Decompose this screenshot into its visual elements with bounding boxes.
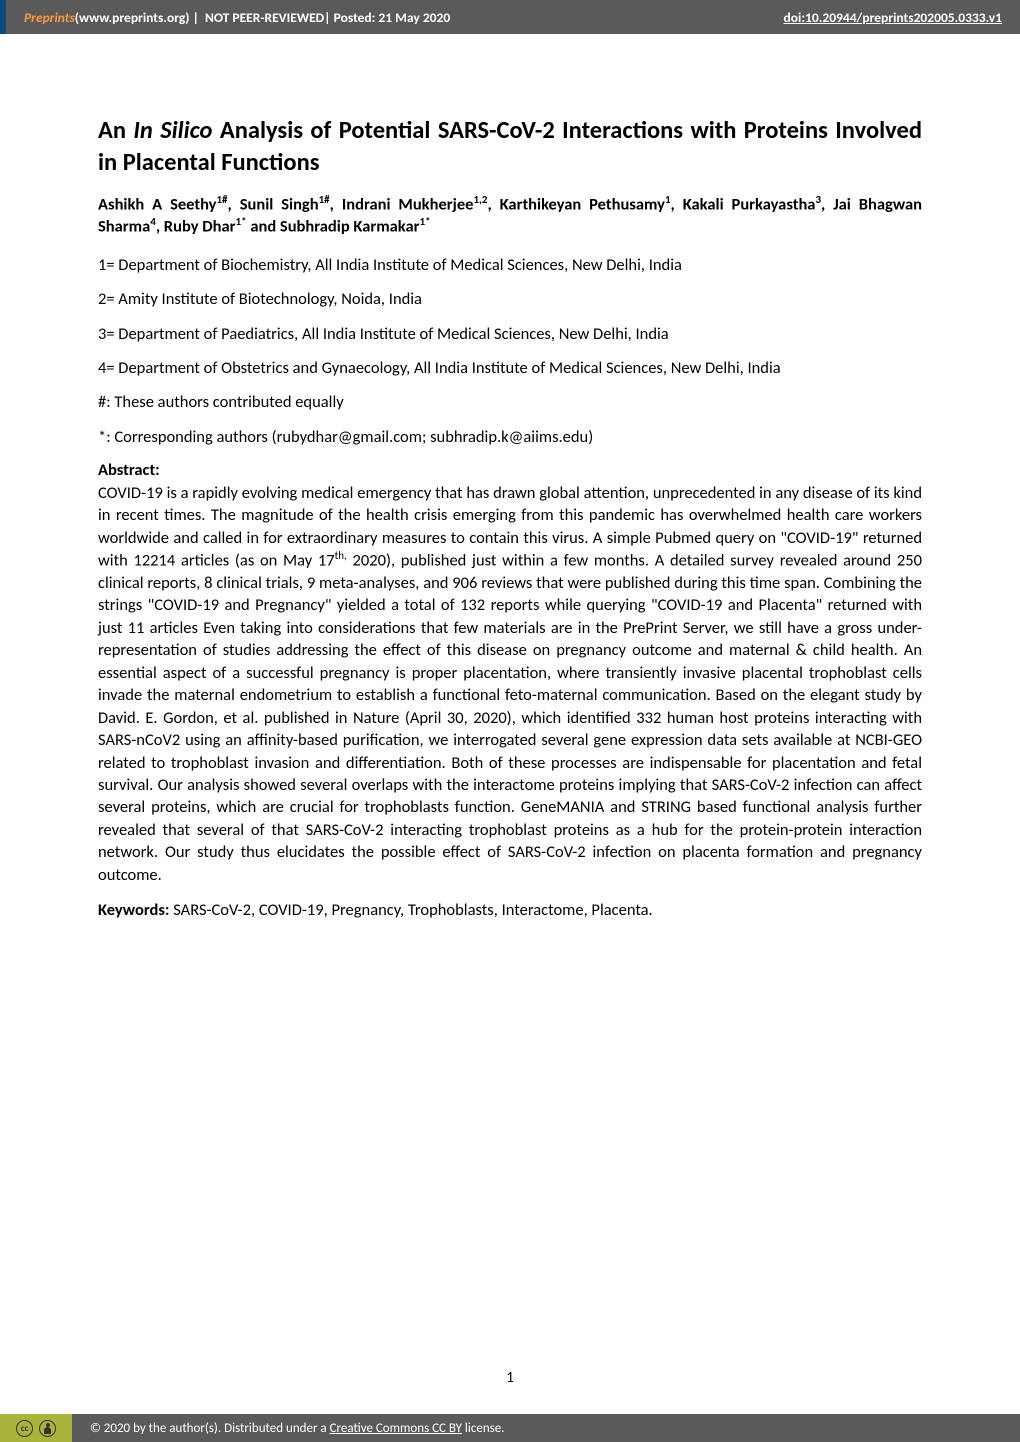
copyright-text: © 2020 by the author(s). Distributed und…: [90, 1421, 330, 1436]
page-content: An In Silico Analysis of Potential SARS-…: [0, 34, 1020, 960]
keywords-label: Keywords:: [98, 900, 173, 920]
keywords-line: Keywords: SARS-CoV-2, COVID-19, Pregnanc…: [98, 900, 922, 920]
preprint-header-bar: Preprints (www.preprints.org) | NOT PEER…: [0, 0, 1020, 34]
affiliation-1: 1= Department of Biochemistry, All India…: [98, 254, 922, 276]
affiliation-2: 2= Amity Institute of Biotechnology, Noi…: [98, 288, 922, 310]
title-pre: An: [98, 115, 133, 145]
keywords-text: SARS-CoV-2, COVID-19, Pregnancy, Trophob…: [173, 900, 653, 920]
doi-link[interactable]: doi:10.20944/preprints202005.0333.v1: [784, 9, 1002, 26]
footer-bar: cc © 2020 by the author(s). Distributed …: [0, 1414, 1020, 1442]
affiliation-3: 3= Department of Paediatrics, All India …: [98, 323, 922, 345]
article-title: An In Silico Analysis of Potential SARS-…: [98, 114, 922, 179]
abstract-heading: Abstract:: [98, 460, 922, 480]
title-post: Analysis of Potential SARS-CoV-2 Interac…: [98, 115, 922, 177]
posted-date: | Posted: 21 May 2020: [324, 9, 450, 26]
page-number: 1: [0, 1369, 1020, 1387]
license-link[interactable]: Creative Commons CC BY: [330, 1421, 462, 1436]
affiliation-4: 4= Department of Obstetrics and Gynaecol…: [98, 357, 922, 379]
corresponding-authors-note: *: Corresponding authors (rubydhar@gmail…: [98, 426, 922, 448]
license-suffix: license.: [462, 1421, 505, 1436]
site-url: (www.preprints.org) |: [75, 9, 199, 26]
authors-line: Ashikh A Seethy1#, Sunil Singh1#, Indran…: [98, 193, 922, 239]
by-icon: [39, 1420, 56, 1437]
cc-icon: cc: [16, 1420, 33, 1437]
footer-text: © 2020 by the author(s). Distributed und…: [90, 1421, 505, 1436]
cc-by-badge-icon: cc: [0, 1414, 72, 1442]
abstract-body: COVID-19 is a rapidly evolving medical e…: [98, 482, 922, 886]
equal-contribution-note: #: These authors contributed equally: [98, 391, 922, 413]
header-left: Preprints (www.preprints.org) | NOT PEER…: [24, 9, 784, 26]
title-italic: In Silico: [133, 115, 212, 145]
peer-review-status: NOT PEER-REVIEWED: [205, 9, 324, 26]
site-name: Preprints: [24, 9, 75, 26]
